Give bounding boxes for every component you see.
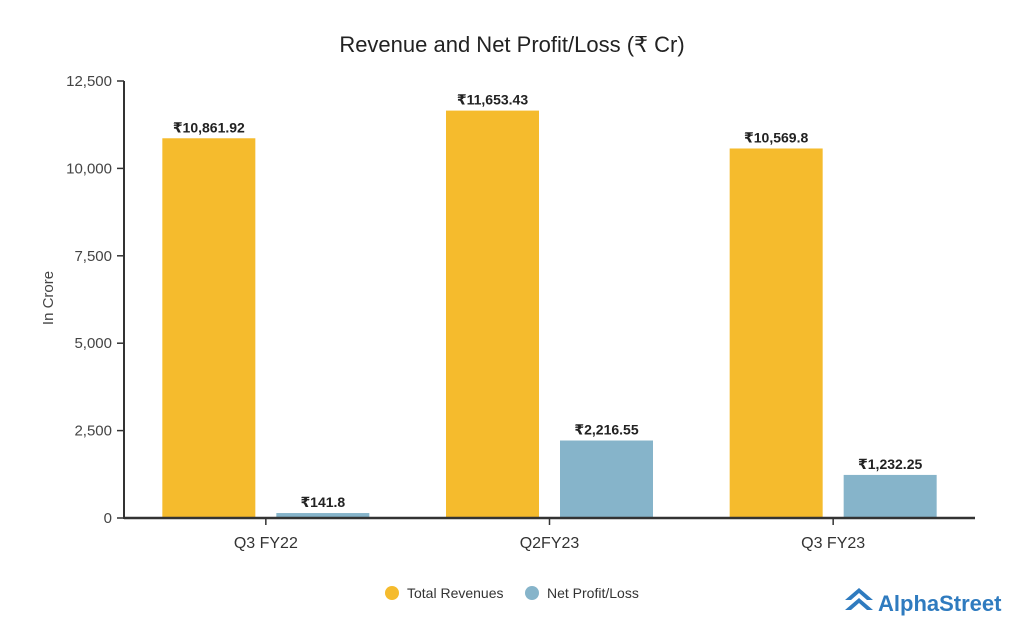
data-label: ₹10,569.8 — [744, 129, 808, 145]
logo-chevron-top — [845, 588, 873, 600]
x-tick-label: Q2FY23 — [520, 535, 580, 552]
legend-swatch — [525, 586, 539, 600]
bar-net-profit-loss — [276, 513, 370, 518]
brand-logo: AlphaStreet — [845, 588, 1002, 616]
data-label: ₹11,653.43 — [457, 92, 528, 108]
bar-total-revenues — [729, 148, 823, 518]
bar-total-revenues — [446, 110, 539, 519]
y-tick-label: 10,000 — [66, 160, 112, 177]
y-tick-label: 5,000 — [74, 335, 112, 352]
y-tick-label: 12,500 — [66, 73, 112, 90]
y-axis-label: In Crore — [40, 271, 57, 325]
legend-label: Total Revenues — [407, 585, 504, 601]
y-tick-label: 7,500 — [74, 248, 112, 265]
brand-name: AlphaStreet — [878, 591, 1002, 616]
data-label: ₹141.8 — [300, 494, 345, 510]
chart-title: Revenue and Net Profit/Loss (₹ Cr) — [339, 32, 684, 57]
x-tick-label: Q3 FY23 — [801, 535, 865, 552]
x-tick-label: Q3 FY22 — [234, 535, 298, 552]
bar-total-revenues — [162, 138, 256, 518]
bar-net-profit-loss — [843, 474, 937, 518]
plot-area: 0 2,500 5,000 7,500 10,000 12,500 ₹10,861.92 ₹1… — [66, 73, 975, 552]
data-label: ₹1,232.25 — [858, 456, 922, 472]
logo-chevron-bottom — [845, 598, 873, 610]
y-tick-label: 0 — [104, 510, 112, 527]
legend: Total Revenues Net Profit/Loss — [385, 585, 639, 601]
data-label: ₹10,861.92 — [173, 119, 245, 135]
bar-net-profit-loss — [560, 440, 653, 518]
data-label: ₹2,216.55 — [574, 422, 638, 438]
legend-label: Net Profit/Loss — [547, 585, 639, 601]
y-tick-label: 2,500 — [74, 423, 112, 440]
legend-swatch — [385, 586, 399, 600]
alphastreet-logo-icon — [845, 588, 873, 610]
